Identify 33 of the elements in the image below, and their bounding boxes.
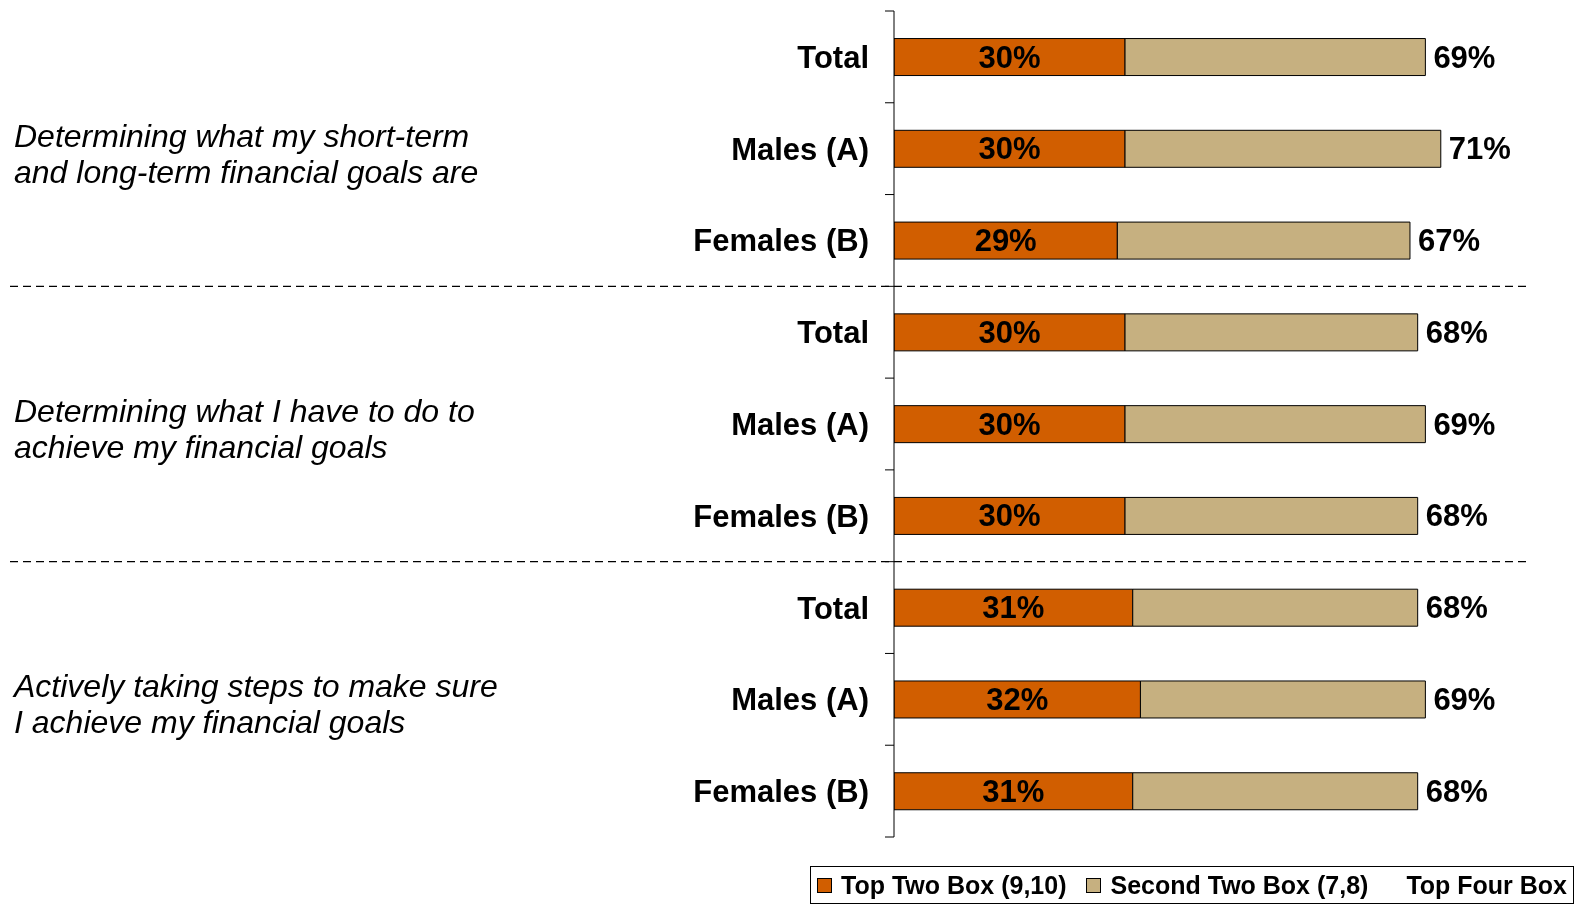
- legend-label: Second Two Box (7,8): [1110, 870, 1369, 900]
- text: Actively taking steps to make sure I achieve my financial goals: [14, 668, 499, 741]
- total-label: 68%: [1425, 314, 1488, 350]
- data-label: 31%: [982, 773, 1045, 809]
- data-label: 30%: [978, 406, 1041, 442]
- total-label: 69%: [1433, 681, 1496, 717]
- total-label: 68%: [1425, 773, 1488, 809]
- text: Determining what my short-term and long-term financial goals are: [14, 117, 480, 190]
- data-label: 29%: [974, 223, 1037, 259]
- data-label: 30%: [978, 131, 1041, 167]
- data-label: 31%: [982, 590, 1045, 626]
- total-label: 68%: [1425, 590, 1488, 626]
- total-label: 69%: [1433, 406, 1496, 442]
- data-label: 30%: [978, 39, 1041, 75]
- data-label: 30%: [978, 498, 1041, 534]
- total-label: 69%: [1433, 39, 1496, 75]
- y-tick-label: Total: [797, 590, 869, 626]
- y-tick-label: Females (B): [693, 774, 869, 810]
- y-tick-label: Males (A): [731, 131, 869, 167]
- text: Determining what I have to do to achieve my financial goals: [14, 393, 476, 465]
- data-label: 32%: [986, 681, 1049, 717]
- y-tick-label: Males (A): [731, 407, 869, 443]
- y-tick-label: Total: [797, 315, 869, 351]
- y-tick-label: Females (B): [693, 498, 869, 534]
- y-tick-label: Males (A): [731, 682, 869, 718]
- y-tick-label: Females (B): [693, 223, 869, 259]
- total-label: 67%: [1417, 223, 1481, 259]
- legend-label: Top Two Box (9,10): [841, 870, 1067, 900]
- text: Top Four Box: [1406, 870, 1567, 900]
- y-tick-label: Total: [797, 39, 869, 75]
- total-label: 71%: [1448, 131, 1511, 167]
- data-label: 30%: [978, 314, 1041, 350]
- total-label: 68%: [1425, 498, 1488, 534]
